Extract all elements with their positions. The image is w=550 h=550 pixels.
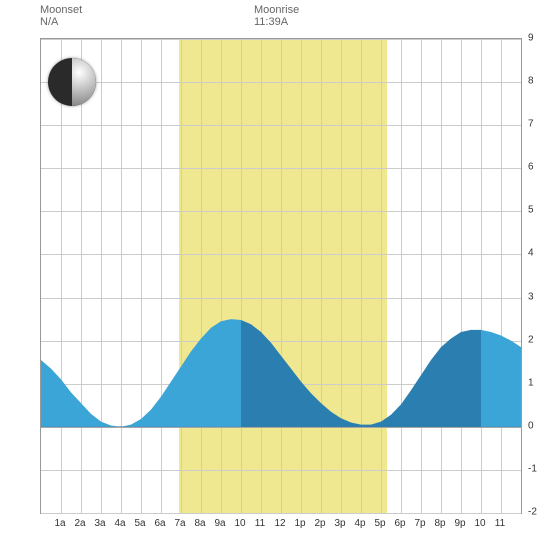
tide-curve bbox=[41, 39, 521, 513]
x-tick-label: 2p bbox=[314, 518, 325, 529]
x-tick-label: 6p bbox=[394, 518, 405, 529]
x-tick-label: 6a bbox=[154, 518, 165, 529]
moonrise-label: Moonrise 11:39A bbox=[254, 4, 299, 28]
x-tick-label: 8p bbox=[434, 518, 445, 529]
x-tick-label: 4p bbox=[354, 518, 365, 529]
x-tick-label: 1a bbox=[54, 518, 65, 529]
tide-chart-container: Moonset N/A Moonrise 11:39A 1a 2a 3a 4a 5a 6a… bbox=[0, 0, 550, 550]
x-tick-label: 7p bbox=[414, 518, 425, 529]
chart-plot-area bbox=[40, 38, 522, 514]
x-tick-label: 2a bbox=[74, 518, 85, 529]
x-tick-label: 12 bbox=[274, 518, 285, 529]
x-tick-label: 5a bbox=[134, 518, 145, 529]
y-tick-label: 3 bbox=[528, 291, 534, 302]
y-tick-label: -2 bbox=[528, 507, 537, 518]
moonset-label: Moonset N/A bbox=[40, 4, 82, 28]
x-tick-label: 7a bbox=[174, 518, 185, 529]
y-tick-label: 9 bbox=[528, 33, 534, 44]
moonrise-value: 11:39A bbox=[254, 16, 299, 28]
x-tick-label: 1p bbox=[294, 518, 305, 529]
y-tick-label: 6 bbox=[528, 162, 534, 173]
moonset-value: N/A bbox=[40, 16, 82, 28]
x-tick-label: 8a bbox=[194, 518, 205, 529]
x-tick-label: 3p bbox=[334, 518, 345, 529]
x-tick-label: 9p bbox=[454, 518, 465, 529]
y-tick-label: -1 bbox=[528, 463, 537, 474]
x-tick-label: 11 bbox=[255, 518, 265, 529]
moon-phase-icon bbox=[48, 58, 96, 106]
moonrise-title: Moonrise bbox=[254, 4, 299, 16]
x-tick-label: 9a bbox=[214, 518, 225, 529]
y-tick-label: 0 bbox=[528, 420, 534, 431]
y-tick-label: 8 bbox=[528, 76, 534, 87]
y-tick-label: 7 bbox=[528, 119, 534, 130]
x-tick-label: 10 bbox=[474, 518, 485, 529]
x-tick-label: 10 bbox=[234, 518, 245, 529]
y-tick-label: 2 bbox=[528, 334, 534, 345]
y-tick-label: 5 bbox=[528, 205, 534, 216]
x-tick-label: 5p bbox=[374, 518, 385, 529]
y-tick-label: 1 bbox=[528, 377, 534, 388]
x-tick-label: 3a bbox=[94, 518, 105, 529]
moonset-title: Moonset bbox=[40, 4, 82, 16]
x-tick-label: 11 bbox=[495, 518, 505, 529]
x-tick-label: 4a bbox=[114, 518, 125, 529]
y-tick-label: 4 bbox=[528, 248, 534, 259]
